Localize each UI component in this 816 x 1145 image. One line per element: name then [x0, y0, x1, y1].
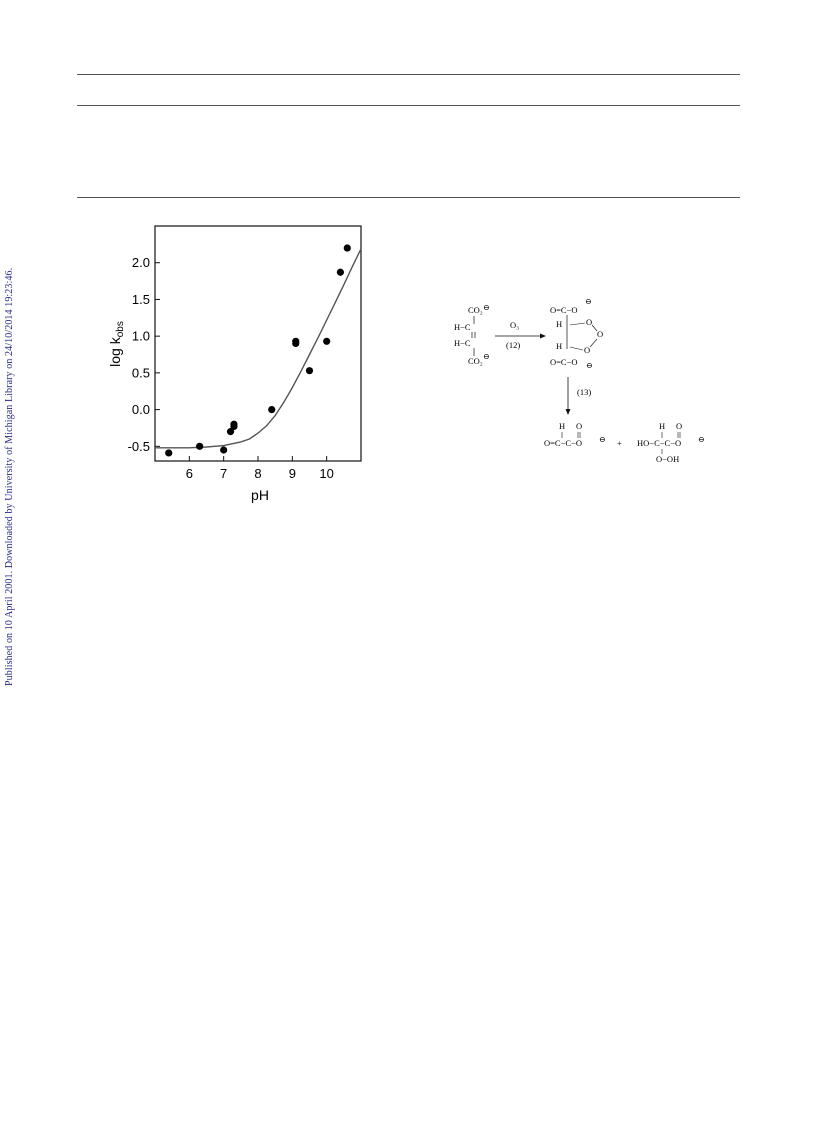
- y-axis-ticks: -0.5 0.0 0.5 1.0 1.5 2.0: [128, 255, 160, 454]
- top-rule-3: [77, 197, 740, 198]
- data-point: [336, 268, 344, 276]
- y-axis-label: log kobs: [107, 321, 126, 367]
- data-point: [292, 337, 300, 345]
- y-tick-label: 1.0: [132, 329, 150, 344]
- product1-main: O=C−C−O: [544, 438, 582, 448]
- y-tick-label: 0.5: [132, 365, 150, 380]
- product-hydroperoxide: H O HO−C−C−O ⊖ O−OH: [637, 421, 705, 464]
- reagent-ozone: O₃: [510, 320, 519, 330]
- ozonide-intermediate: O=C−O ⊖ H H O O O O=C−O ⊖: [550, 297, 603, 370]
- x-tick-label: 8: [254, 466, 261, 481]
- plot-frame: [154, 225, 362, 462]
- data-point: [230, 420, 238, 428]
- x-axis-ticks: 6 7 8 9 10: [186, 456, 334, 481]
- ozonide-h-1: H: [556, 319, 562, 329]
- ozonide-top-charge: ⊖: [585, 297, 592, 306]
- product2-hydroperoxy: O−OH: [656, 454, 679, 464]
- ring-oxygen-2: O: [597, 329, 603, 339]
- x-axis-label: pH: [251, 487, 269, 503]
- step-number-12: (12): [506, 340, 520, 350]
- data-point: [196, 442, 204, 450]
- ozonide-bottom-charge: ⊖: [586, 361, 593, 370]
- reactant-top-carboxylate: CO₂: [468, 305, 483, 315]
- y-tick-label: 2.0: [132, 255, 150, 270]
- data-point: [220, 446, 228, 454]
- ozonolysis-scheme: CO₂ ⊖ H−C H−C CO₂ ⊖ O₃ (12) O=C−O ⊖ H H …: [454, 297, 705, 464]
- log-kobs-vs-ph-chart: 6 7 8 9 10 -0.5 0.0 0.5 1.0 1.5 2.0 pH log kobs: [107, 225, 362, 503]
- y-tick-label: -0.5: [128, 439, 150, 454]
- reactant-bottom-charge: ⊖: [483, 352, 490, 361]
- data-point: [305, 367, 314, 375]
- product1-h: H: [559, 421, 565, 431]
- x-tick-label: 9: [289, 466, 296, 481]
- reaction-arrow-12: O₃ (12): [495, 320, 546, 350]
- x-tick-label: 7: [220, 466, 227, 481]
- reaction-arrow-13: (13): [565, 377, 591, 415]
- product2-h: H: [659, 421, 665, 431]
- fit-curve: [155, 248, 362, 449]
- reactant-bottom-carboxylate: CO₂: [468, 356, 483, 366]
- x-tick-label: 10: [319, 466, 333, 481]
- data-point: [226, 428, 235, 436]
- ring-oxygen-1: O: [586, 317, 592, 327]
- ozonide-bottom-group: O=C−O: [550, 357, 578, 367]
- data-points: [165, 244, 351, 457]
- y-tick-label: 1.5: [132, 292, 150, 307]
- x-tick-label: 6: [186, 466, 193, 481]
- plus-sign: +: [617, 438, 622, 448]
- product1-o: O: [576, 421, 582, 431]
- data-point: [323, 337, 331, 345]
- product2-charge: ⊖: [698, 435, 705, 444]
- product-glyoxylate: H O O=C−C−O ⊖: [544, 421, 606, 448]
- reactant-maleate: CO₂ ⊖ H−C H−C CO₂ ⊖: [454, 303, 490, 366]
- ring-oxygen-3: O: [584, 345, 590, 355]
- data-point: [343, 244, 351, 252]
- data-point: [165, 449, 173, 457]
- step-number-13: (13): [577, 387, 591, 397]
- reactant-carbon-1: H−C: [454, 322, 471, 332]
- product2-o: O: [676, 421, 682, 431]
- data-point: [268, 405, 276, 414]
- top-rule-1: [77, 74, 740, 75]
- top-rule-2: [77, 105, 740, 106]
- y-tick-label: 0.0: [132, 402, 150, 417]
- product2-main: HO−C−C−O: [637, 438, 681, 448]
- ozonide-h-2: H: [556, 341, 562, 351]
- ozonide-top-group: O=C−O: [550, 305, 578, 315]
- product1-charge: ⊖: [599, 435, 606, 444]
- reactant-carbon-2: H−C: [454, 338, 471, 348]
- reactant-top-charge: ⊖: [483, 303, 490, 312]
